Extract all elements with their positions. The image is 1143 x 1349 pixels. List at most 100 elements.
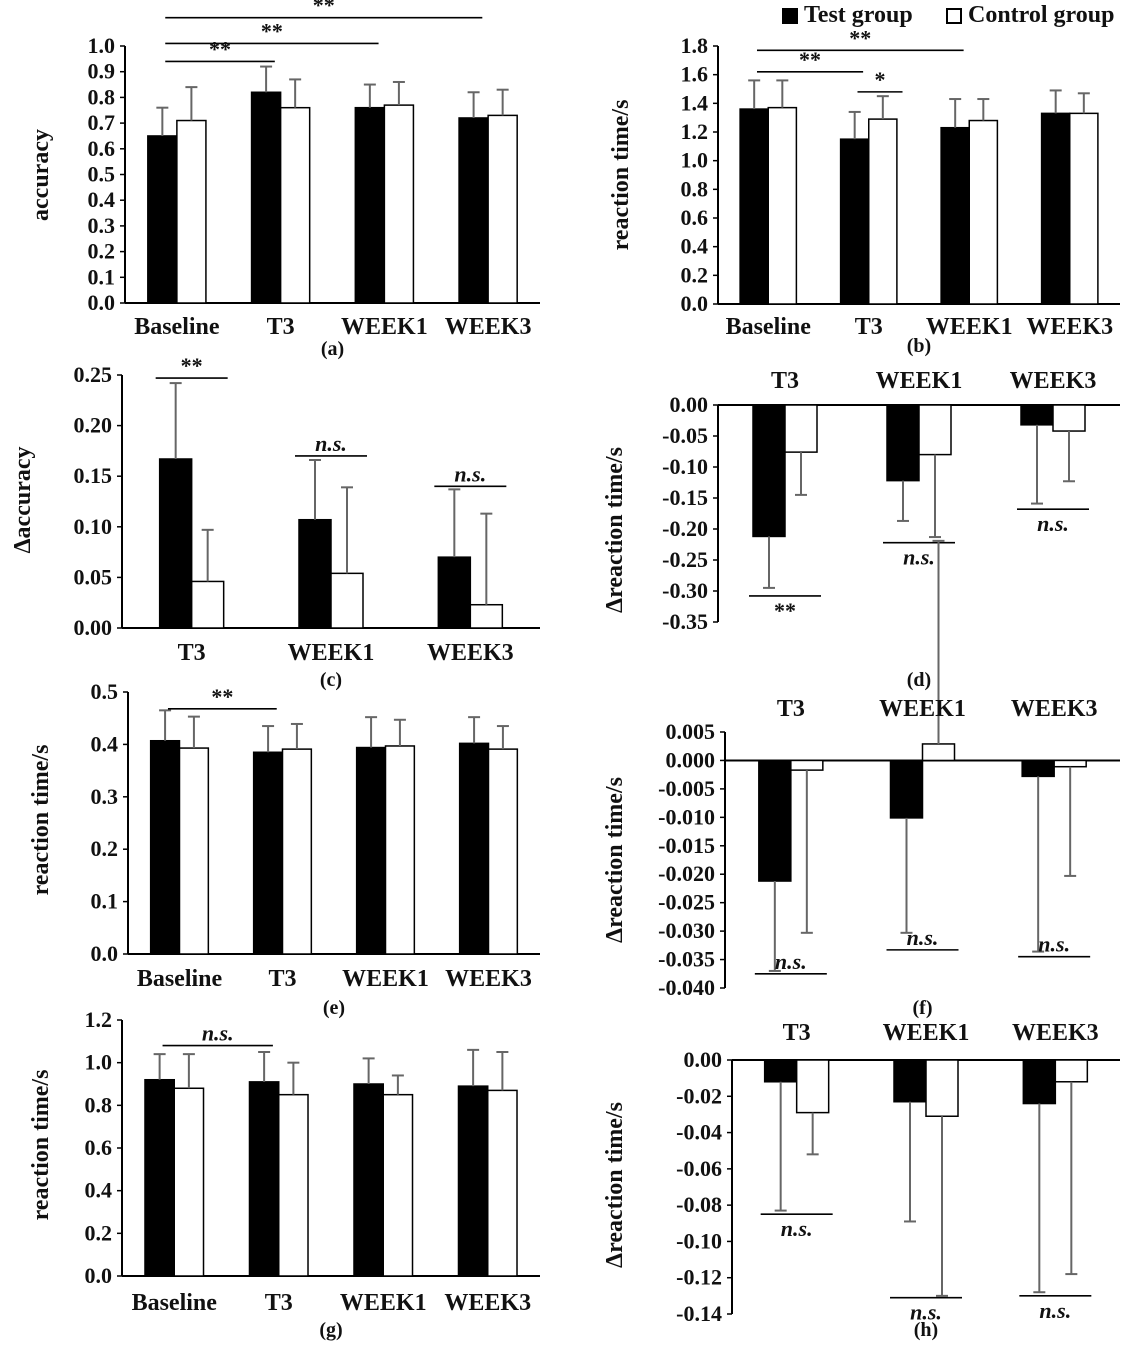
y-tick-label: 0.1 (91, 889, 119, 914)
y-tick-label: 0.000 (666, 747, 716, 772)
bar-control (173, 1087, 205, 1277)
legend-item-control: Control group (946, 2, 1114, 29)
y-axis-label: Δaccuracy (10, 446, 36, 553)
x-tick-label: WEEK1 (340, 1290, 427, 1316)
x-tick-label: T3 (771, 368, 799, 394)
bar-test (458, 742, 490, 955)
y-tick-label: -0.05 (662, 423, 708, 448)
x-tick-label: T3 (265, 1290, 293, 1316)
significance-label: ** (211, 684, 233, 709)
bar-control (921, 743, 956, 762)
x-tick-label: WEEK1 (879, 696, 966, 722)
bar-test (354, 106, 386, 304)
bar-control (176, 119, 207, 304)
y-tick-label: 0.6 (681, 205, 709, 230)
bar-control (469, 603, 504, 629)
bar-test (1022, 1059, 1057, 1105)
x-tick-label: T3 (783, 1020, 811, 1046)
y-tick-label: -0.04 (676, 1120, 722, 1145)
bar-test (353, 1083, 384, 1277)
panel-label: (d) (907, 669, 931, 691)
bar-test (758, 759, 792, 882)
y-tick-label: 1.6 (681, 62, 709, 87)
bar-control (178, 747, 210, 955)
bar-test (457, 1085, 489, 1277)
bar-control (382, 1093, 414, 1277)
bar-control (487, 748, 519, 955)
y-tick-label: 0.2 (88, 239, 116, 264)
y-tick-label: 0.2 (85, 1220, 113, 1245)
chart-panel-h: 0.00 -0.02 -0.04 -0.06 -0.08 -0.10 -0.12 -0.14 Δ… (602, 1020, 1120, 1341)
panel-label: (e) (323, 997, 345, 1019)
panel-label: (c) (320, 669, 342, 691)
bar-test (893, 1059, 927, 1103)
legend-swatch-control (946, 7, 962, 24)
y-tick-label: 0.10 (74, 514, 113, 539)
x-tick-label: Baseline (132, 1290, 218, 1316)
significance-label: ** (313, 0, 335, 18)
y-tick-label: 0.25 (74, 362, 113, 387)
bar-test (298, 518, 332, 629)
bar-control (968, 119, 999, 305)
legend-swatch-test (782, 7, 798, 24)
y-tick-label: 1.8 (681, 33, 709, 58)
y-axis-label: reaction time/s (28, 1070, 54, 1221)
chart-panel-c: 0.00 0.05 0.10 0.15 0.20 0.25 Δaccuracy T3 WEEK1… (10, 353, 540, 691)
x-tick-label: WEEK1 (883, 1020, 970, 1046)
x-tick-label: T3 (178, 640, 206, 666)
y-tick-label: 0.00 (684, 1047, 723, 1072)
y-tick-label: 0.4 (681, 234, 709, 259)
y-tick-label: 0.0 (88, 290, 116, 315)
bar-test (248, 1081, 280, 1277)
y-axis-label: Δreaction time/s (602, 447, 628, 613)
y-tick-label: 1.0 (85, 1050, 113, 1075)
y-tick-label: 0.4 (85, 1178, 113, 1203)
bar-control (1069, 112, 1099, 305)
y-tick-label: 1.4 (681, 90, 709, 115)
bar-control (925, 1059, 959, 1117)
x-tick-label: WEEK1 (341, 314, 428, 340)
bar-test (763, 1059, 798, 1083)
legend-label-test: Test group (804, 2, 913, 28)
y-tick-label: -0.010 (658, 804, 715, 829)
y-tick-label: 0.9 (88, 59, 116, 84)
x-tick-label: WEEK1 (876, 368, 963, 394)
y-tick-label: 0.00 (74, 615, 113, 640)
y-tick-label: 0.05 (74, 564, 113, 589)
bar-control (868, 118, 898, 305)
x-tick-label: T3 (267, 314, 295, 340)
bar-test (889, 759, 924, 819)
y-tick-label: -0.15 (662, 485, 708, 510)
bar-test (147, 135, 178, 304)
y-tick-label: 0.2 (681, 262, 709, 287)
y-tick-label: -0.030 (658, 918, 715, 943)
x-tick-label: WEEK3 (1012, 1020, 1099, 1046)
y-tick-label: -0.10 (662, 454, 708, 479)
chart-panel-e: 0.0 0.1 0.2 0.3 0.4 0.5 reaction time/s Baselin… (28, 679, 540, 1019)
bar-test (144, 1078, 176, 1277)
y-tick-label: 0.4 (91, 731, 119, 756)
panel-label: (a) (321, 338, 344, 360)
bar-test (437, 556, 472, 629)
bar-test (886, 404, 920, 482)
bar-control (279, 106, 311, 304)
bar-control (1054, 1059, 1089, 1083)
y-tick-label: 1.2 (681, 119, 709, 144)
y-tick-label: 1.0 (681, 148, 709, 173)
x-tick-label: Baseline (726, 314, 812, 340)
bar-control (190, 580, 225, 629)
significance-label: ** (261, 18, 283, 43)
significance-label: * (875, 67, 886, 92)
significance-label: ** (209, 36, 231, 61)
y-tick-label: 0.8 (88, 84, 116, 109)
bar-control (790, 759, 824, 771)
bar-control (330, 572, 364, 629)
y-tick-label: 0.0 (85, 1263, 113, 1288)
significance-label: ** (799, 47, 821, 72)
significance-label: n.s. (775, 949, 807, 974)
significance-label: n.s. (903, 545, 935, 570)
significance-label: n.s. (1039, 1298, 1071, 1323)
significance-label: n.s. (202, 1021, 234, 1046)
